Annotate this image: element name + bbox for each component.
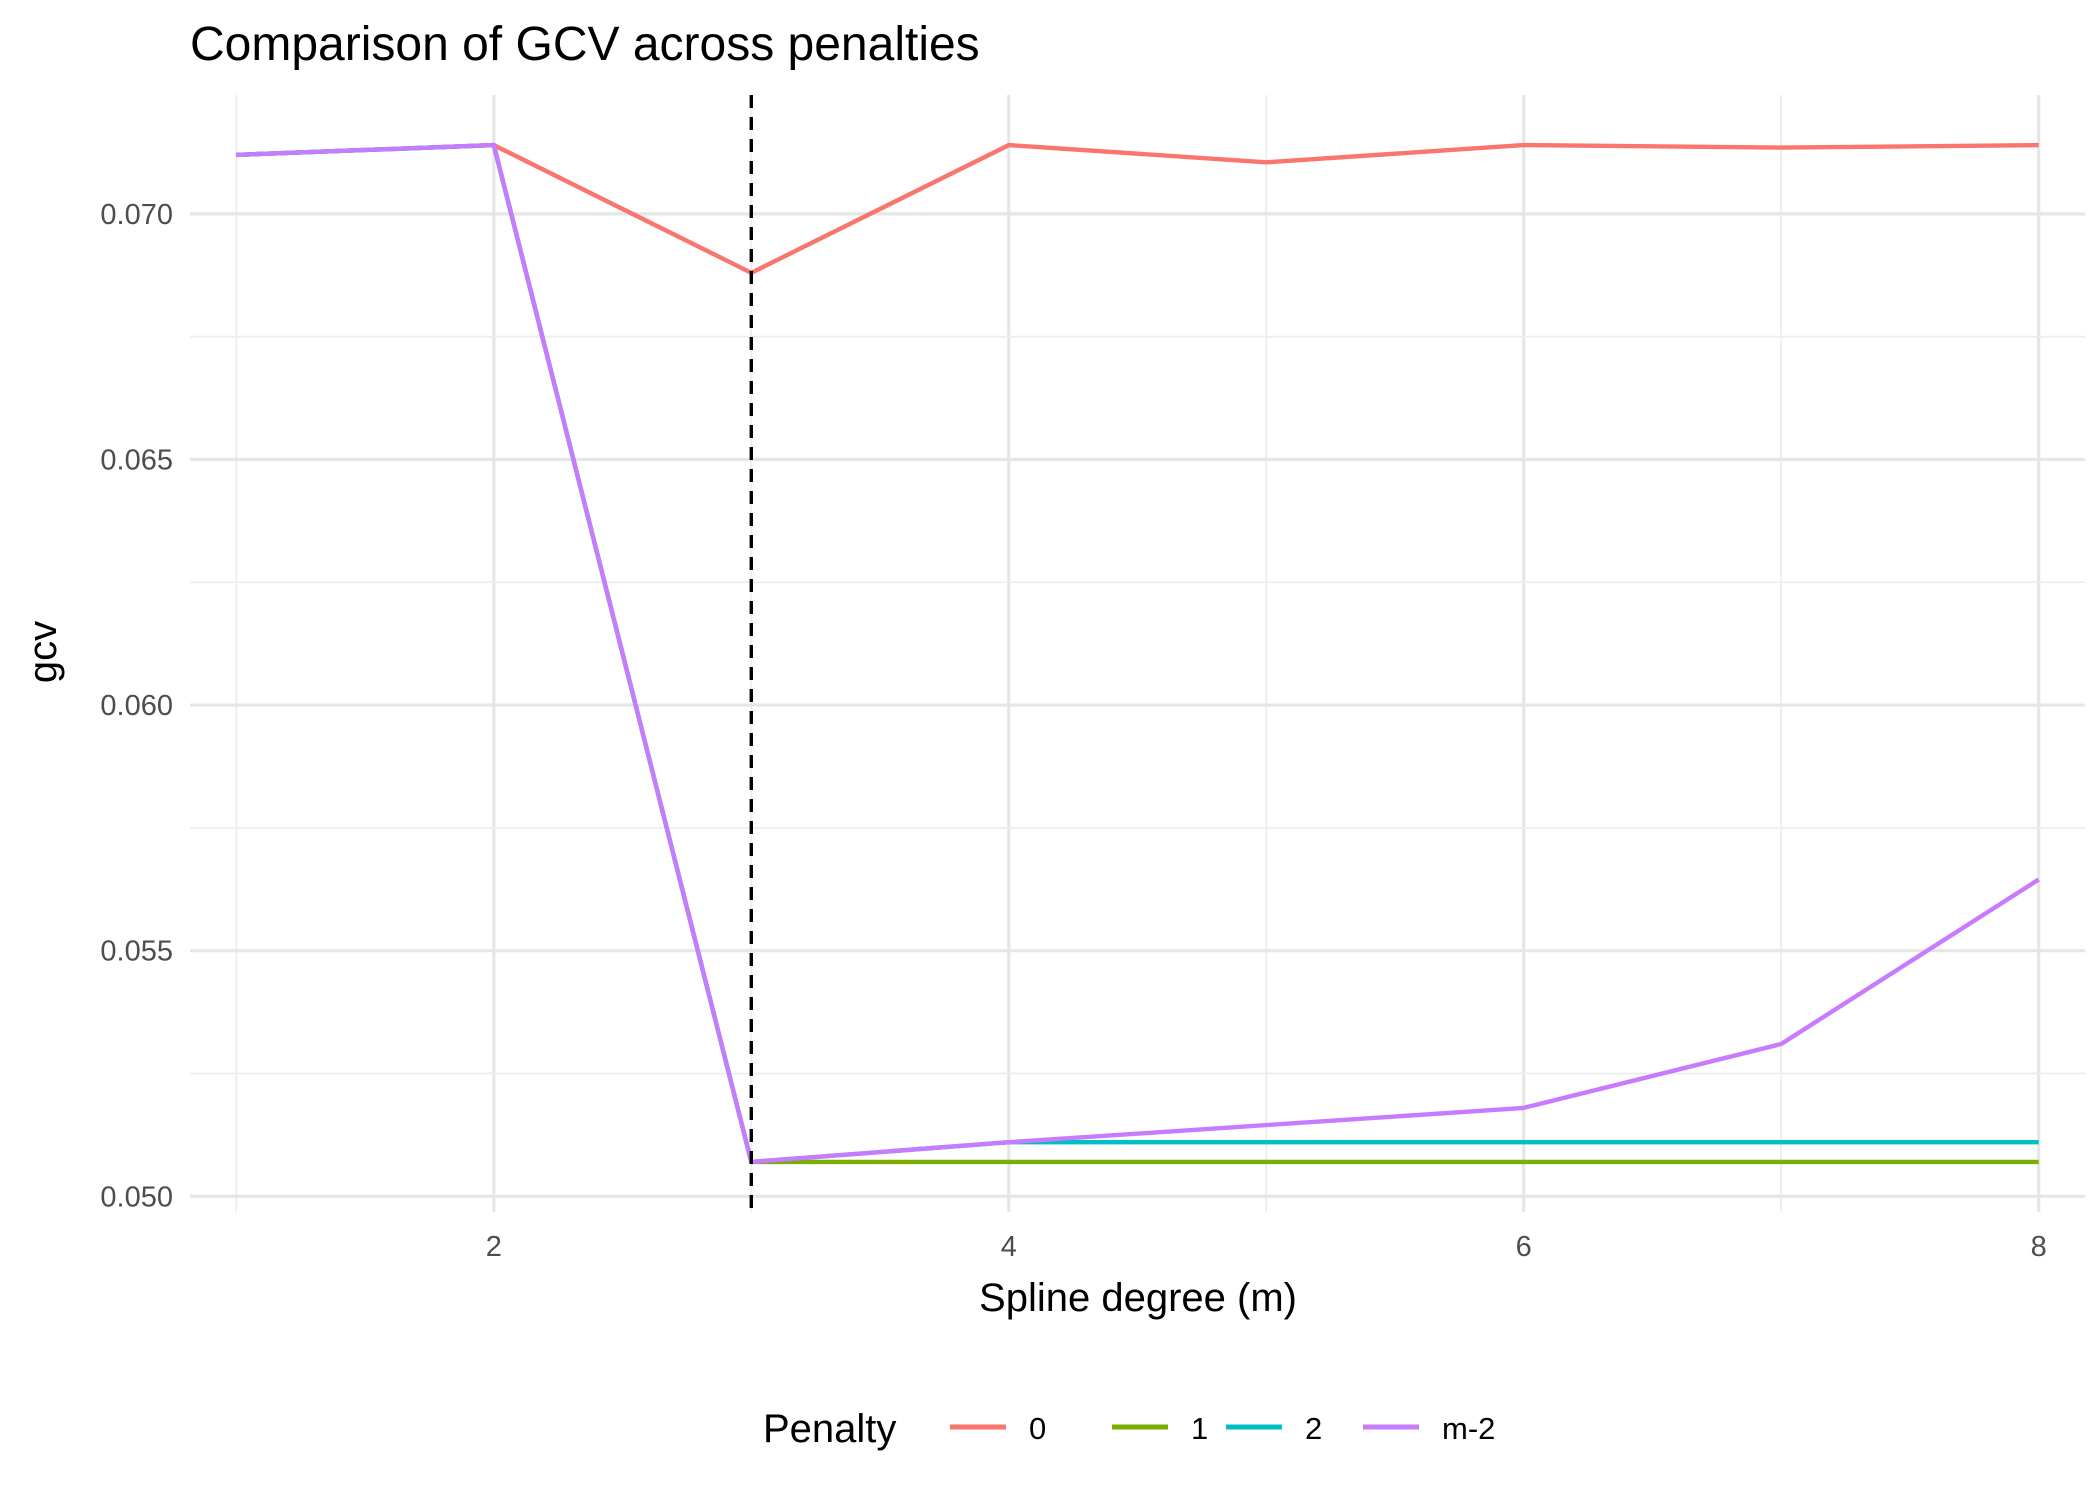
x-axis-title: Spline degree (m) bbox=[979, 1276, 1297, 1320]
series-lines bbox=[236, 142, 2040, 1165]
x-tick-label: 2 bbox=[486, 1231, 502, 1263]
legend: Penalty 0 1 2 m-2 bbox=[763, 1407, 1495, 1451]
series-line-1 bbox=[236, 142, 2039, 1165]
y-tick-label: 0.055 bbox=[100, 936, 173, 968]
legend-label-1: 1 bbox=[1191, 1411, 1208, 1446]
grid bbox=[190, 95, 2085, 1212]
legend-label-2: 2 bbox=[1305, 1411, 1322, 1446]
x-axis-ticks: 2 4 6 8 bbox=[486, 1231, 2047, 1263]
y-tick-label: 0.050 bbox=[100, 1181, 173, 1213]
legend-title: Penalty bbox=[763, 1407, 896, 1451]
series-line-2 bbox=[236, 142, 2039, 1165]
x-tick-label: 4 bbox=[1001, 1231, 1017, 1263]
y-axis-title: gcv bbox=[21, 621, 65, 683]
x-tick-label: 6 bbox=[1516, 1231, 1532, 1263]
y-tick-label: 0.060 bbox=[100, 690, 173, 722]
series-line-0 bbox=[236, 142, 2039, 275]
series-line-m-2 bbox=[236, 142, 2040, 1165]
y-tick-label: 0.065 bbox=[100, 444, 173, 476]
chart-title: Comparison of GCV across penalties bbox=[190, 18, 980, 71]
legend-items: 0 1 2 m-2 bbox=[950, 1411, 1495, 1446]
y-axis-ticks: 0.050 0.055 0.060 0.065 0.070 bbox=[100, 199, 173, 1213]
legend-label-0: 0 bbox=[1029, 1411, 1046, 1446]
y-tick-label: 0.070 bbox=[100, 199, 173, 231]
x-tick-label: 8 bbox=[2031, 1231, 2047, 1263]
legend-label-m-2: m-2 bbox=[1442, 1411, 1495, 1446]
